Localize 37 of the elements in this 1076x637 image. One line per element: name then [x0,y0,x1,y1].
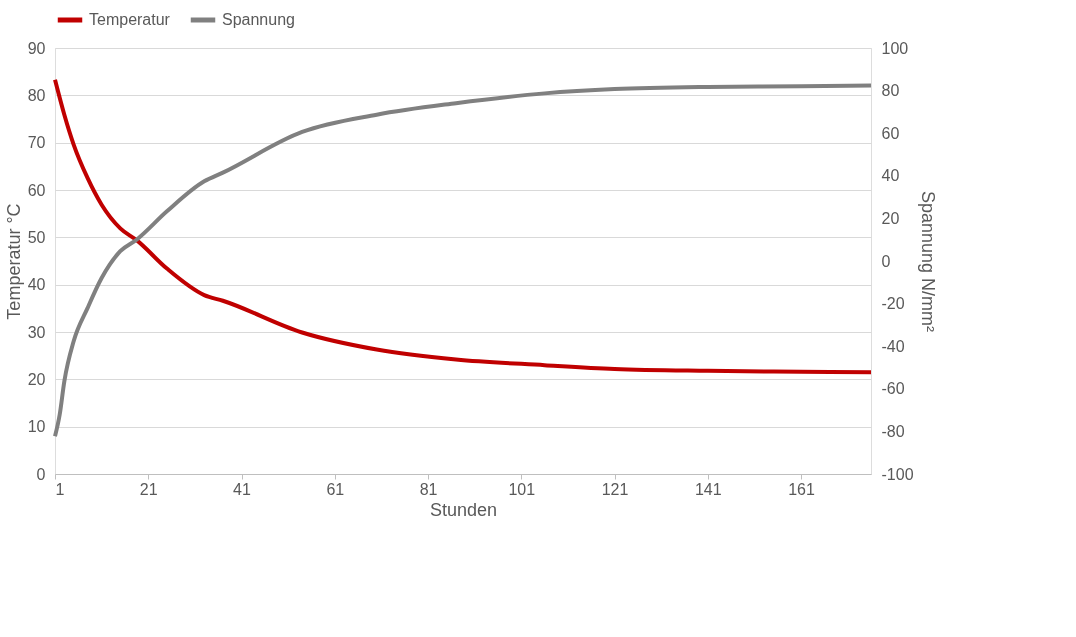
y2-tick-label: -80 [881,422,905,440]
y2-tick-label: 20 [881,209,900,227]
line-series [53,83,873,439]
y-tick-label: 20 [27,370,46,388]
y2-tick-label: 80 [881,82,900,100]
y-tick-label: 0 [36,465,46,483]
line-series [53,77,873,375]
y2-tick-label: 100 [881,39,909,57]
x-tick-label: 41 [233,480,252,498]
y-axis-title: Temperatur °C [3,203,24,320]
y2-tick-label: 0 [881,252,891,270]
y-tick-label: 90 [27,39,46,57]
y-tick-label: 40 [27,276,46,294]
x-axis-title: Stunden [429,499,498,520]
y-tick-label: 10 [27,418,46,436]
legend-label: Spannung [222,11,295,28]
y2-tick-label: -20 [881,295,905,313]
x-tick-label: 81 [419,480,438,498]
y2-tick-label: -60 [881,380,905,398]
x-tick-label: 121 [601,480,629,498]
x-tick-label: 141 [694,480,722,498]
y2-tick-label: -100 [881,465,914,483]
y-tick-label: 80 [27,86,46,104]
y-tick-label: 60 [27,181,46,199]
x-tick-label: 1 [55,480,65,498]
y-tick-label: 70 [27,134,46,152]
y2-tick-label: 60 [881,124,900,142]
x-tick-label: 161 [788,480,815,498]
y-tick-label: 30 [27,323,46,341]
y2-axis-title: Spannung N/mm² [917,190,938,333]
y2-tick-label: -40 [881,337,905,355]
y2-tick-label: 40 [881,167,900,185]
x-tick-label: 101 [508,480,536,498]
legend-label: Temperatur [89,11,171,28]
x-tick-label: 61 [326,480,345,498]
x-tick-label: 21 [139,480,158,498]
y-tick-label: 50 [27,228,46,246]
